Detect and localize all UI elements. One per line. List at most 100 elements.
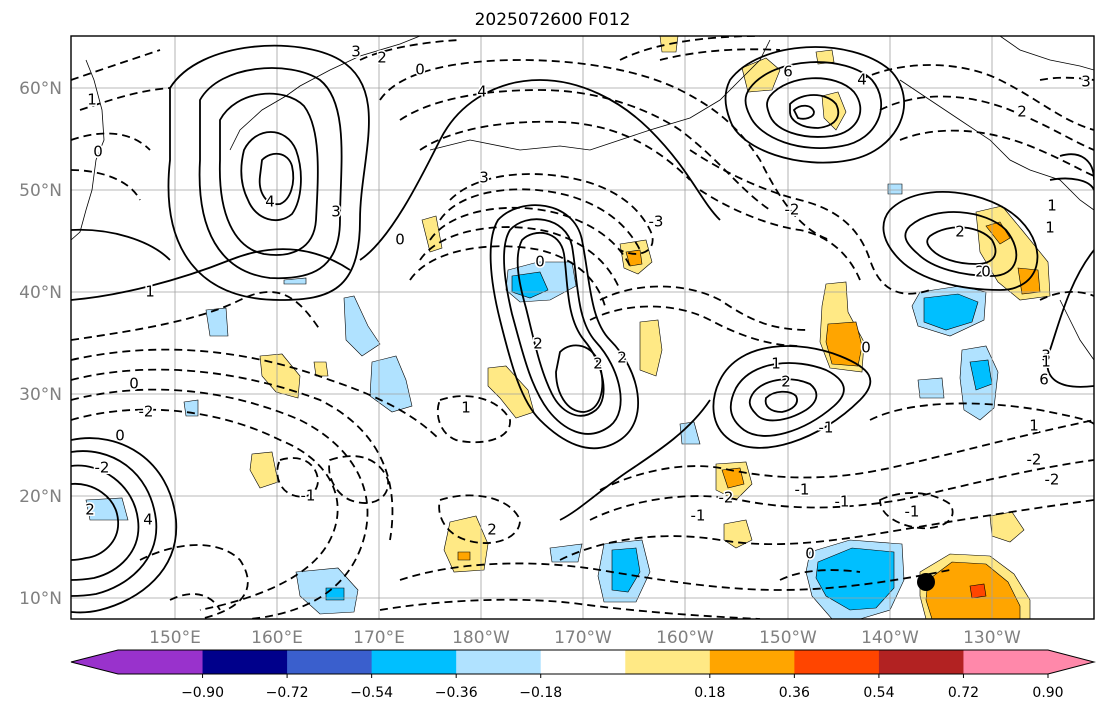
lon-tick-label: 140°W — [861, 628, 919, 648]
contour-label: -1 — [795, 481, 810, 499]
colorbar-tick-label: 0.90 — [1032, 685, 1063, 701]
colorbar: −0.90 −0.72 −0.54 −0.36 −0.18 0.18 0.36 0.54 0.7… — [70, 649, 1096, 701]
positive-patch — [639, 319, 663, 377]
colorbar-tick-label: −0.90 — [181, 685, 224, 701]
negative-patch — [343, 295, 381, 357]
contour-label: 1 — [145, 283, 155, 301]
colorbar-box — [456, 650, 542, 674]
contour-label: 4 — [857, 71, 867, 89]
negative-patch — [887, 183, 903, 195]
contour-label: 0 — [93, 143, 103, 161]
colorbar-tick-label: −0.54 — [350, 685, 393, 701]
contour-label: 1 — [461, 399, 471, 417]
contour-label: 2 — [1017, 103, 1027, 121]
contour-label: 0 — [535, 253, 545, 271]
contour-label: 0 — [129, 375, 139, 393]
contour-label: 3 — [1041, 347, 1051, 365]
positive-patch — [659, 36, 679, 53]
negative-patch — [549, 543, 583, 563]
contour-label: 1 — [1047, 197, 1057, 215]
lon-tick-label: 160°W — [656, 628, 714, 648]
contour-label: -2 — [719, 489, 734, 507]
lon-tick-label: 130°W — [963, 628, 1021, 648]
contour-label: -2 — [95, 459, 110, 477]
contour-label: 2 — [593, 355, 603, 373]
contour-label: -1 — [819, 419, 834, 437]
contour-label: 6 — [783, 63, 793, 81]
contour-label: 3 — [479, 169, 489, 187]
lat-tick-label: 50°N — [19, 181, 62, 201]
contour-label: -1 — [835, 493, 850, 511]
contour-label: 2 — [377, 49, 387, 67]
positive-patch — [821, 91, 847, 131]
contour-label: 2 — [617, 349, 627, 367]
colorbar-box — [625, 650, 711, 674]
contour-label: 0 — [861, 339, 871, 357]
lat-tick-label: 10°N — [19, 589, 62, 609]
contour-label: 0 — [395, 231, 405, 249]
lat-tick-label: 60°N — [19, 79, 62, 99]
contour-label: 4 — [265, 193, 275, 211]
contour-label: -2 — [785, 201, 800, 219]
contour-label: -1 — [691, 507, 706, 525]
contour-label: -2 — [1027, 451, 1042, 469]
colorbar-tick-label: 0.36 — [779, 685, 810, 701]
contour-label: 2 — [781, 373, 791, 391]
contour-label: 1 — [771, 355, 781, 373]
positive-patch — [721, 467, 745, 489]
positive-patch — [313, 361, 329, 377]
positive-patch — [421, 215, 443, 253]
positive-patch — [487, 365, 535, 419]
colorbar-box — [202, 650, 288, 674]
negative-patch — [283, 277, 307, 285]
contour-label: 1 — [87, 91, 97, 109]
contour-label: 6 — [1039, 371, 1049, 389]
lon-tick-label: 150°E — [149, 628, 201, 648]
map-title: 2025072600 F012 — [474, 10, 631, 30]
colorbar-box — [709, 650, 795, 674]
colorbar-box — [371, 650, 457, 674]
contour-label: 3 — [1081, 73, 1091, 91]
positive-patch — [825, 321, 863, 367]
contour-label: 0 — [805, 545, 815, 563]
contour-label: 1 — [1045, 219, 1055, 237]
contour-label: 2 — [955, 223, 965, 241]
contour-label: -3 — [649, 213, 664, 231]
dashed-contours — [71, 36, 1094, 619]
lat-tick-label: 30°N — [19, 385, 62, 405]
map-area — [71, 36, 1094, 619]
negative-patch — [611, 547, 641, 593]
contour-label: -1 — [905, 503, 920, 521]
location-marker — [917, 573, 935, 591]
lon-tick-label: 180°W — [452, 628, 510, 648]
colorbar-ticks: −0.90 −0.72 −0.54 −0.36 −0.18 0.18 0.36 0.54 0.7… — [181, 674, 1064, 701]
colorbar-segments — [71, 650, 1094, 674]
coastlines — [71, 36, 1094, 361]
positive-patch — [815, 49, 835, 65]
contour-label: 2 — [487, 521, 497, 539]
lat-tick-label: 40°N — [19, 283, 62, 303]
longitude-ticks: 150°E 160°E 170°E 180°W 170°W 160°W 150°… — [149, 628, 1021, 648]
contour-label: 2 — [85, 501, 95, 519]
lon-tick-label: 150°W — [759, 628, 817, 648]
positive-patch — [249, 451, 279, 489]
lon-tick-label: 160°E — [251, 628, 303, 648]
colorbar-box — [118, 650, 204, 674]
positive-patch — [259, 353, 301, 399]
negative-patch — [205, 307, 229, 337]
positive-patch — [457, 551, 471, 561]
contour-label: 0 — [115, 427, 125, 445]
negative-patch — [923, 293, 979, 331]
colorbar-box — [540, 650, 626, 674]
negative-patch — [815, 547, 895, 611]
colorbar-box — [963, 650, 1049, 674]
colorbar-outline — [70, 649, 1096, 675]
lon-tick-label: 170°E — [353, 628, 405, 648]
colorbar-tick-label: 0.18 — [694, 685, 725, 701]
colorbar-tick-label: 0.72 — [948, 685, 979, 701]
colorbar-tick-label: −0.36 — [435, 685, 478, 701]
colorbar-box — [878, 650, 964, 674]
